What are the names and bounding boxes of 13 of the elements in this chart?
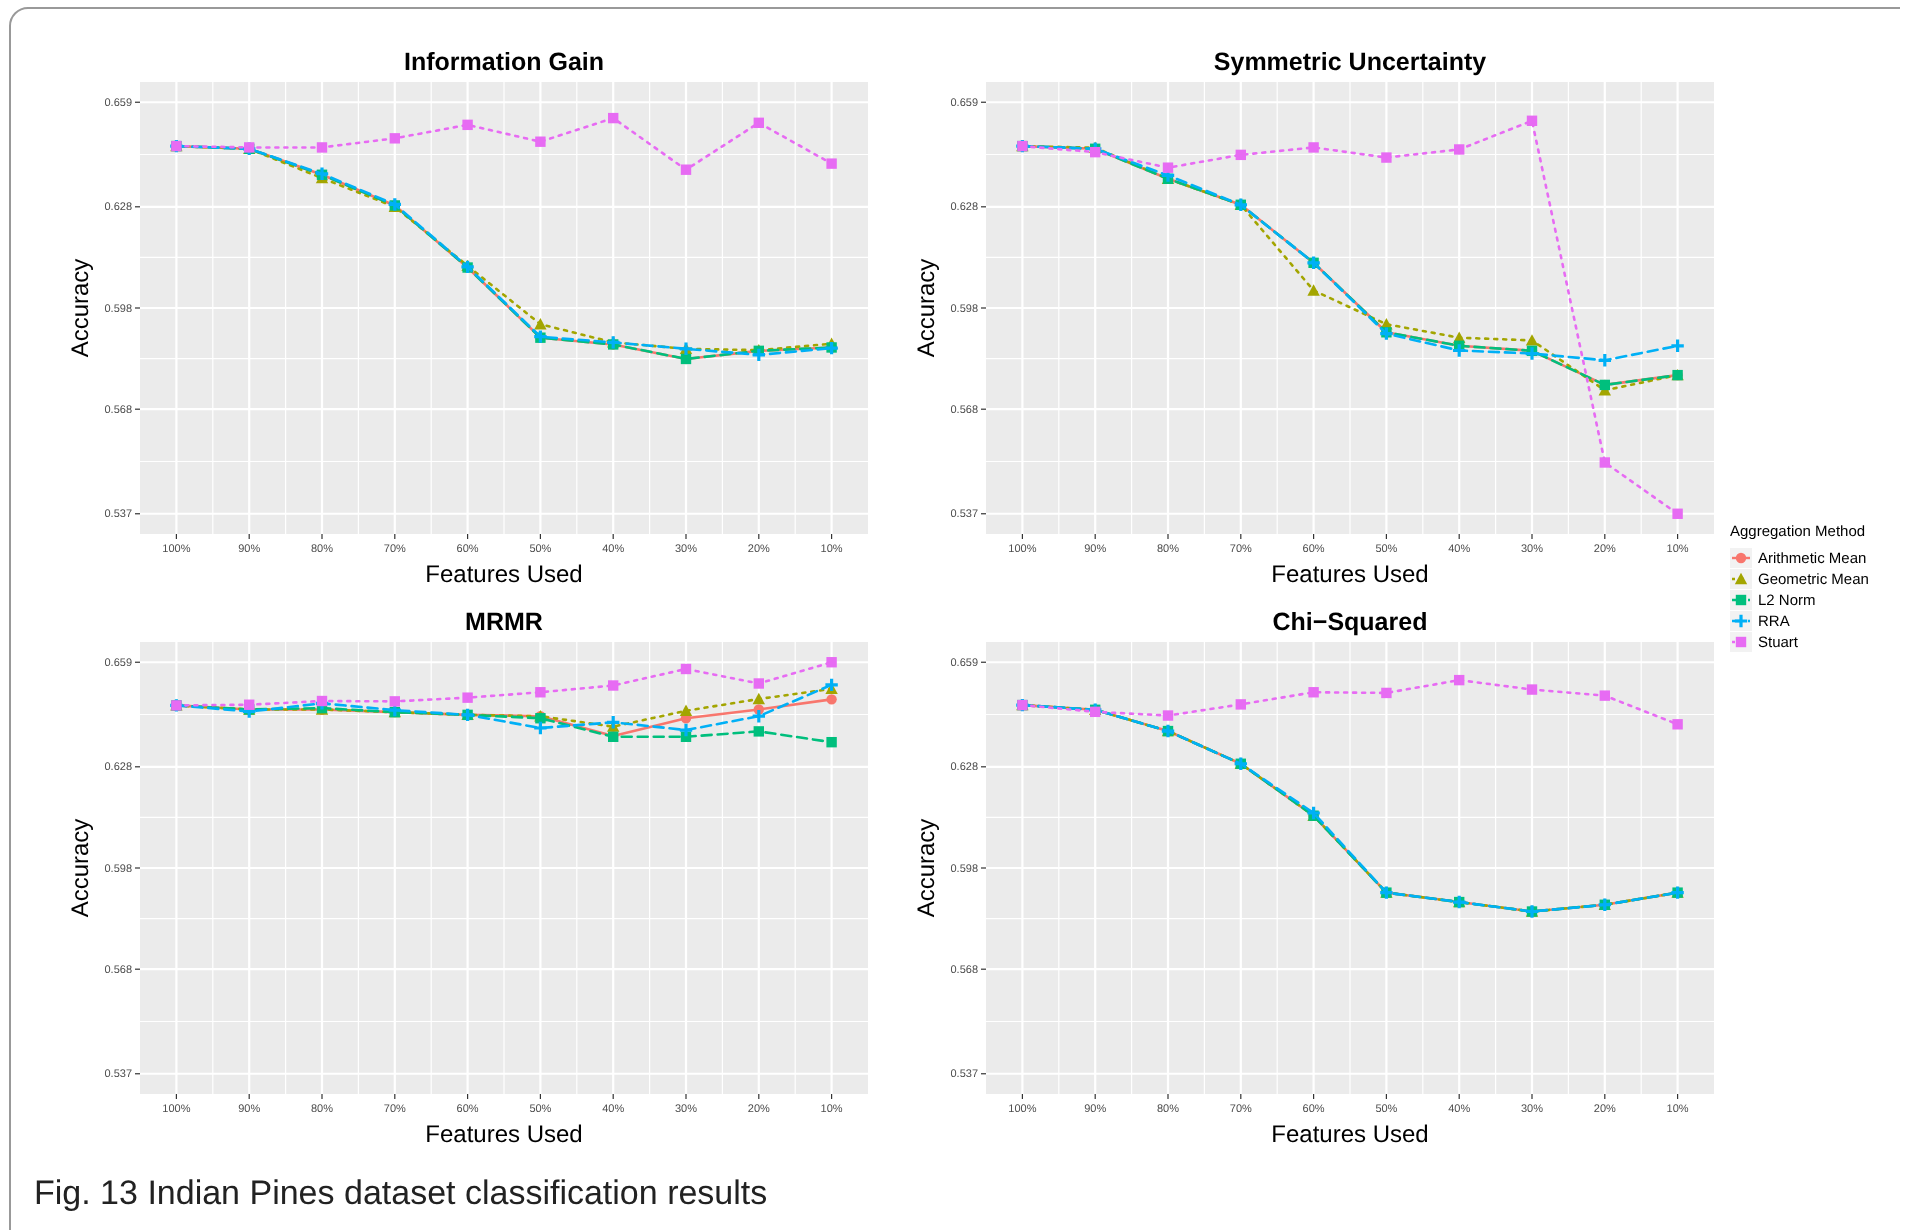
x-axis-title: Features Used	[425, 560, 583, 588]
chart-title: MRMR	[465, 608, 543, 636]
y-axis-title: Accuracy	[912, 258, 940, 358]
caption: Fig. 13 Indian Pines dataset classification results	[34, 1174, 768, 1212]
y-axis-title: Accuracy	[66, 258, 94, 358]
chart-title: Information Gain	[404, 48, 604, 76]
x-axis-title: Features Used	[1271, 1120, 1429, 1148]
x-axis-title: Features Used	[1271, 560, 1429, 588]
y-axis-title: Accuracy	[912, 818, 940, 918]
y-axis-title: Accuracy	[66, 818, 94, 918]
chart-title: Chi−Squared	[1272, 608, 1428, 636]
chart-title: Symmetric Uncertainty	[1213, 48, 1487, 76]
x-axis-title: Features Used	[425, 1120, 583, 1148]
